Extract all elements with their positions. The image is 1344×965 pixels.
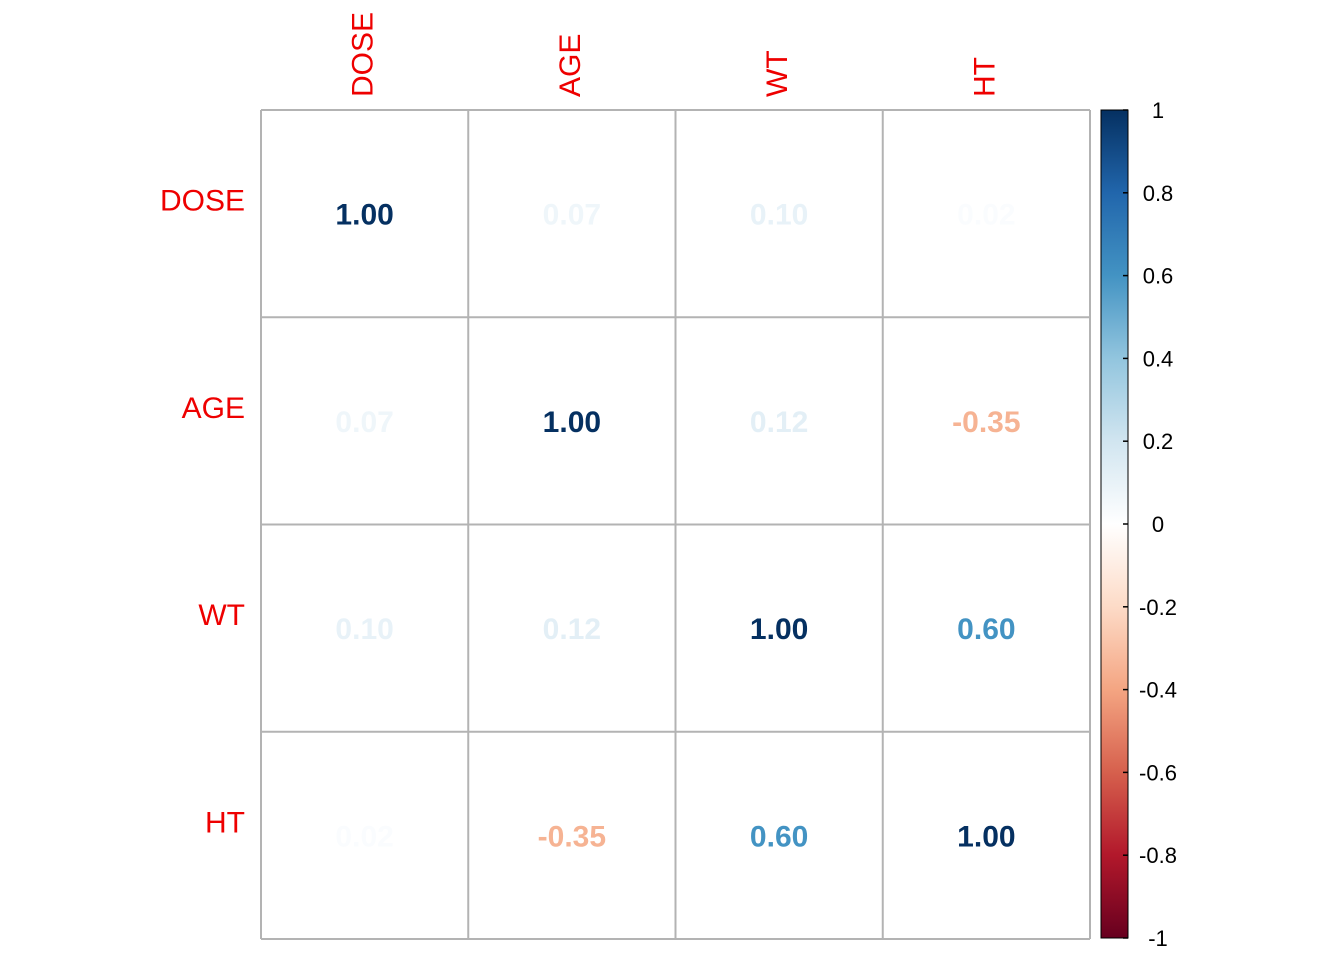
value-label-age-dose: 0.07 xyxy=(335,406,393,439)
colorbar-tick-label: 1 xyxy=(1152,98,1164,123)
value-label-ht-age: -0.35 xyxy=(538,820,606,853)
cell-ht-wt xyxy=(675,731,883,939)
colorbar-tick-label: -0.2 xyxy=(1139,595,1177,620)
cell-wt-dose xyxy=(261,524,469,732)
cell-dose-ht xyxy=(882,110,1090,318)
cells-layer xyxy=(261,110,1090,939)
cell-age-age xyxy=(468,317,676,525)
col-labels-layer: DOSE AGE WT HT xyxy=(347,12,1002,97)
value-label-age-age: 1.00 xyxy=(543,406,601,439)
colorbar-tick-label: -0.6 xyxy=(1139,760,1177,785)
row-label-dose: DOSE xyxy=(160,185,245,218)
value-label-ht-dose: 0.02 xyxy=(335,820,393,853)
cell-ht-dose xyxy=(261,731,469,939)
colorbar: 1 0.8 0.6 0.4 0.2 0 -0.2 -0.4 -0.6 -0.8 -1 xyxy=(1100,98,1177,951)
value-label-dose-ht: 0.02 xyxy=(957,199,1015,232)
col-label-dose: DOSE xyxy=(347,12,380,97)
col-label-ht: HT xyxy=(968,57,1001,97)
colorbar-tick-label: 0 xyxy=(1152,512,1164,537)
value-label-dose-dose: 1.00 xyxy=(335,199,393,232)
value-label-ht-ht: 1.00 xyxy=(957,820,1015,853)
colorbar-tick-label: -0.8 xyxy=(1139,843,1177,868)
value-label-age-wt: 0.12 xyxy=(750,406,808,439)
colorbar-tick-label: 0.4 xyxy=(1143,346,1174,371)
cell-wt-ht xyxy=(882,524,1090,732)
cell-dose-wt xyxy=(675,110,883,318)
col-label-age: AGE xyxy=(554,34,587,97)
colorbar-tick-label: 0.2 xyxy=(1143,429,1174,454)
value-label-wt-wt: 1.00 xyxy=(750,613,808,646)
cell-age-wt xyxy=(675,317,883,525)
cell-ht-age xyxy=(468,731,676,939)
col-label-wt: WT xyxy=(761,50,794,97)
cell-dose-dose xyxy=(261,110,469,318)
cell-age-ht xyxy=(882,317,1090,525)
value-label-ht-wt: 0.60 xyxy=(750,820,808,853)
cell-age-dose xyxy=(261,317,469,525)
row-label-age: AGE xyxy=(182,392,245,425)
colorbar-tick-label: -0.4 xyxy=(1139,678,1177,703)
value-label-dose-age: 0.07 xyxy=(543,199,601,232)
value-label-wt-dose: 0.10 xyxy=(335,613,393,646)
row-label-wt: WT xyxy=(198,599,245,632)
cell-wt-wt xyxy=(675,524,883,732)
grid-layer xyxy=(260,109,1091,940)
values-layer: 1.00 0.07 0.10 0.02 0.07 1.00 0.12 -0.35 0.10 0.1… xyxy=(335,199,1020,854)
value-label-wt-age: 0.12 xyxy=(543,613,601,646)
value-label-wt-ht: 0.60 xyxy=(957,613,1015,646)
colorbar-tick-label: 0.8 xyxy=(1143,181,1174,206)
colorbar-tick-label: 0.6 xyxy=(1143,264,1174,289)
cell-wt-age xyxy=(468,524,676,732)
colorbar-tick-label: -1 xyxy=(1148,926,1168,951)
value-label-age-ht: -0.35 xyxy=(952,406,1020,439)
cell-ht-ht xyxy=(882,731,1090,939)
row-label-ht: HT xyxy=(205,806,245,839)
value-label-dose-wt: 0.10 xyxy=(750,199,808,232)
cell-dose-age xyxy=(468,110,676,318)
row-labels-layer: DOSE AGE WT HT xyxy=(160,185,245,840)
